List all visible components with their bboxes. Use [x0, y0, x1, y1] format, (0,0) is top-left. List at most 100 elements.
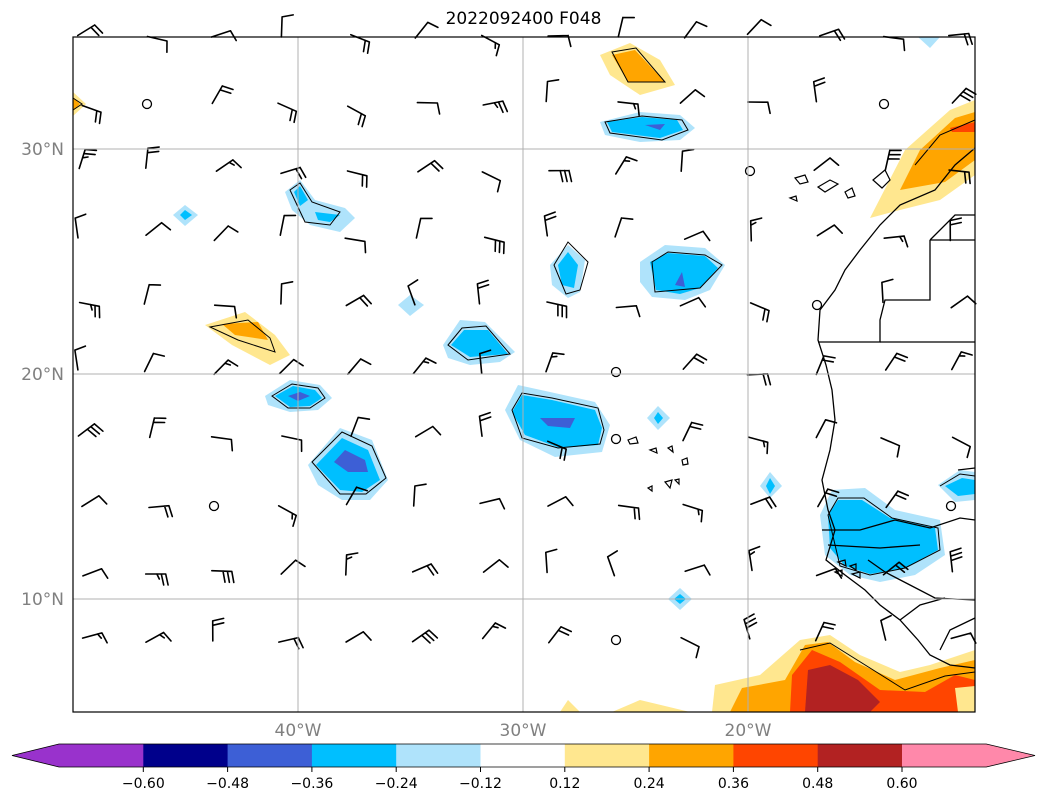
wind-barb	[880, 614, 892, 641]
islands	[627, 169, 891, 579]
contour-line	[271, 383, 326, 409]
wind-barb	[344, 237, 367, 254]
wind-barb	[350, 33, 371, 54]
wind-barb	[412, 357, 437, 375]
wind-barb	[881, 278, 894, 304]
wind-barb	[679, 89, 706, 104]
border-line	[929, 214, 975, 241]
wind-barb	[213, 359, 239, 376]
canary-islands	[844, 187, 856, 199]
negative-anomaly-region	[650, 253, 718, 294]
wind-barb	[414, 21, 439, 39]
wind-barb	[347, 358, 372, 375]
wind-barb	[682, 503, 704, 523]
positive-anomaly-region	[955, 686, 975, 712]
wind-barb	[885, 490, 909, 509]
wind-barb	[280, 166, 307, 180]
wind-barb	[407, 279, 419, 306]
wind-barb	[683, 230, 711, 242]
calm-wind-circle	[878, 98, 890, 110]
colorbar-segment	[817, 744, 903, 767]
cape-verde-islands	[648, 447, 658, 455]
wind-barb	[884, 352, 909, 371]
calm-wind-circle	[811, 299, 823, 311]
wind-barb	[350, 416, 371, 437]
wind-barb	[146, 35, 168, 53]
wind-barb	[346, 105, 367, 128]
wind-barb	[749, 217, 763, 242]
cape-verde-islands	[673, 478, 680, 486]
border-line	[827, 544, 921, 549]
wind-barb	[77, 423, 104, 438]
positive-anomaly-region	[560, 700, 580, 712]
wind-barb	[81, 104, 102, 125]
wind-barb	[143, 352, 166, 373]
wind-barb	[476, 279, 490, 305]
negative-anomaly-region	[334, 450, 368, 472]
wind-barb	[617, 16, 635, 38]
wind-barb	[951, 436, 971, 459]
coastlines	[817, 147, 976, 669]
wind-barb	[280, 559, 306, 575]
negative-anomaly-region	[828, 500, 938, 574]
calm-wind-circle	[744, 165, 756, 177]
wind-barb	[684, 564, 711, 576]
africa-coastline	[817, 147, 976, 669]
negative-anomaly-region	[675, 272, 685, 287]
canary-islands	[816, 179, 840, 193]
negative-anomaly-region	[645, 124, 665, 130]
border-line	[822, 517, 976, 531]
map-frame	[72, 36, 976, 713]
positive-anomaly-region	[612, 50, 665, 82]
negative-anomaly-region	[766, 478, 775, 494]
colorbar-under-arrow	[12, 744, 59, 767]
wind-barb	[815, 355, 836, 376]
wind-barb	[82, 568, 109, 579]
calm-wind-circle	[945, 500, 957, 512]
wind-barb	[682, 353, 708, 370]
wind-barb	[145, 146, 160, 169]
wind-barb	[950, 632, 977, 644]
wind-barb	[211, 569, 235, 584]
wind-barb	[277, 102, 298, 124]
positive-anomaly-region	[73, 97, 80, 111]
border-line	[939, 617, 976, 651]
colorbar-segment	[311, 744, 397, 767]
cape-verde-islands	[627, 436, 639, 445]
gridlines	[73, 37, 975, 712]
wind-barb	[747, 436, 769, 455]
positive-anomaly-region	[950, 122, 975, 132]
contour-line	[289, 182, 341, 226]
wind-barb	[545, 548, 558, 574]
contour-line	[799, 642, 976, 691]
wind-barb	[951, 351, 973, 371]
wind-barb	[816, 224, 843, 237]
colorbar-segment	[649, 744, 734, 767]
colorbar-tick-label: −0.12	[459, 776, 502, 792]
wind-barb	[748, 545, 761, 572]
wind-barb	[545, 79, 560, 103]
wind-barb	[280, 14, 294, 38]
wind-barb	[617, 101, 640, 117]
wind-barb	[949, 547, 963, 573]
wind-barb	[747, 101, 771, 115]
colorbar-segment	[227, 744, 313, 767]
wind-barb	[884, 149, 902, 171]
negative-anomaly-region	[558, 252, 578, 288]
contour-line	[604, 115, 689, 141]
wind-barb	[682, 421, 704, 442]
wind-barb	[415, 217, 433, 239]
wind-barb	[78, 301, 101, 319]
contour-line	[827, 497, 941, 576]
wind-barb	[545, 352, 565, 373]
colorbar-outline	[11, 743, 1036, 768]
wind-barb	[74, 345, 87, 371]
wind-barb	[345, 552, 359, 576]
border-line	[957, 467, 976, 471]
wind-barb	[211, 85, 234, 105]
colorbar-tick-label: −0.60	[122, 776, 165, 792]
wind-barb	[548, 626, 572, 644]
wind-barb	[948, 169, 971, 185]
wind-barb	[213, 304, 238, 319]
